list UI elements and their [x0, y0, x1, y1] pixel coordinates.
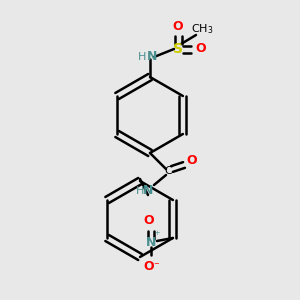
- Text: C: C: [164, 166, 172, 176]
- Text: O: O: [144, 260, 154, 272]
- Text: CH$_3$: CH$_3$: [191, 22, 213, 36]
- Text: S: S: [173, 42, 183, 56]
- Text: $^+$: $^+$: [153, 230, 161, 240]
- Text: O: O: [173, 20, 183, 32]
- Text: O: O: [196, 43, 206, 56]
- Text: O: O: [187, 154, 197, 167]
- Text: H: H: [138, 52, 146, 62]
- Text: N: N: [143, 184, 153, 197]
- Text: O: O: [144, 214, 154, 227]
- Text: $^-$: $^-$: [152, 261, 160, 271]
- Text: N: N: [147, 50, 157, 64]
- Text: H: H: [136, 186, 144, 196]
- Text: N: N: [146, 236, 156, 250]
